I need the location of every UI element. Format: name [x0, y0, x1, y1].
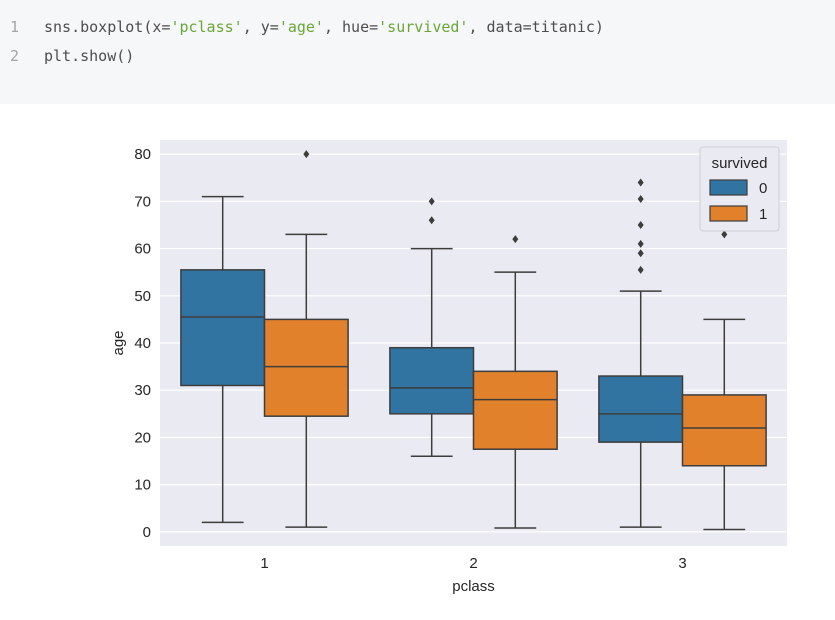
box — [472, 370, 558, 450]
y-tick-label: 50 — [134, 288, 151, 305]
x-tick-label: 1 — [260, 555, 268, 572]
box — [598, 375, 684, 443]
code-text: , data=titanic) — [468, 18, 604, 36]
outlier-point — [721, 230, 728, 239]
outlier-point — [303, 150, 310, 159]
x-tick-label: 3 — [678, 555, 686, 572]
y-tick-label: 60 — [134, 241, 151, 258]
code-string: 'age' — [278, 18, 324, 36]
y-tick-label: 80 — [134, 146, 151, 163]
line-number: 1 — [10, 18, 20, 36]
legend-swatch — [709, 205, 748, 222]
outlier-point — [637, 239, 644, 248]
code-text: plt.show() — [44, 47, 135, 65]
legend-label: 1 — [759, 206, 767, 223]
code-string: 'survived' — [378, 18, 469, 36]
outlier-point — [512, 235, 519, 244]
code-cell[interactable]: 1 sns.boxplot(x='pclass', y='age', hue='s… — [0, 0, 835, 104]
x-tick-label: 2 — [469, 555, 477, 572]
y-axis-label: age — [110, 330, 127, 355]
code-line-2: 2 plt.show() — [0, 42, 835, 71]
code-string: 'pclass' — [170, 18, 243, 36]
outlier-point — [637, 265, 644, 274]
outlier-point — [428, 216, 435, 225]
code-text: sns.boxplot(x= — [44, 18, 171, 36]
code-line-1: 1 sns.boxplot(x='pclass', y='age', hue='s… — [0, 13, 835, 42]
y-tick-label: 0 — [143, 524, 151, 541]
line-number: 2 — [10, 47, 20, 65]
legend-swatch — [709, 179, 748, 196]
code-text: , y= — [242, 18, 279, 36]
outlier-point — [637, 178, 644, 187]
y-tick-label: 30 — [134, 382, 151, 399]
outlier-point — [637, 195, 644, 204]
y-tick-label: 10 — [134, 477, 151, 494]
box — [681, 394, 767, 467]
x-axis-label: pclass — [452, 578, 495, 595]
legend-title: survived — [712, 155, 768, 172]
y-tick-label: 40 — [134, 335, 151, 352]
box — [263, 318, 349, 417]
outlier-point — [637, 220, 644, 229]
outlier-point — [428, 197, 435, 206]
box — [389, 346, 475, 415]
code-text: , hue= — [323, 18, 379, 36]
outlier-point — [637, 249, 644, 258]
y-tick-label: 70 — [134, 193, 151, 210]
y-tick-label: 20 — [134, 429, 151, 446]
box — [180, 269, 266, 387]
boxplot-chart: 0 10 20 30 40 50 60 70 80 1 2 3 pclass age survived 0 1 — [110, 140, 787, 595]
legend-label: 0 — [759, 180, 767, 197]
